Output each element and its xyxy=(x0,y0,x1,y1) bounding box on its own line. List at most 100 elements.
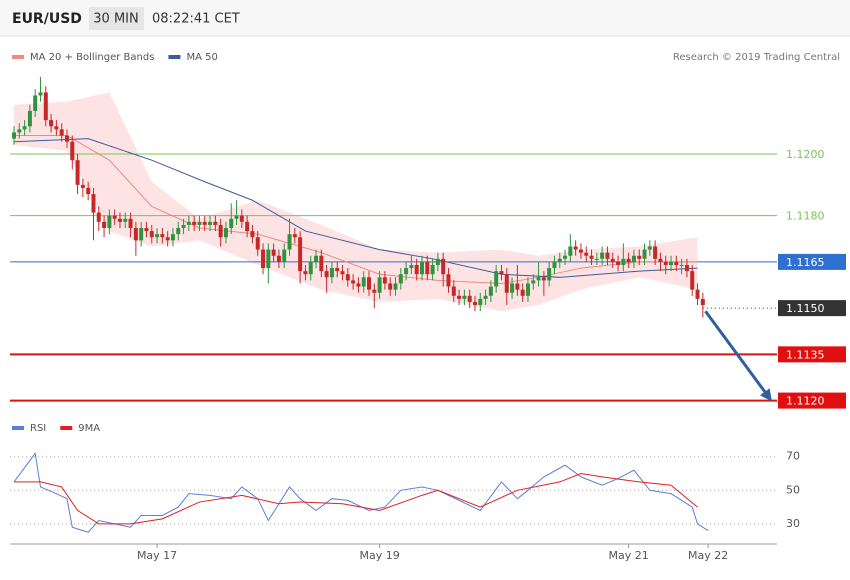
candle-body xyxy=(12,132,16,139)
candle-body xyxy=(250,231,255,238)
candle-body xyxy=(43,92,48,121)
legend-label: MA 20 + Bollinger Bands xyxy=(30,52,154,63)
candle-body xyxy=(600,252,605,259)
ma-line xyxy=(14,135,698,284)
candle-body xyxy=(38,92,43,96)
candle-body xyxy=(695,289,700,299)
candle-body xyxy=(520,289,525,296)
ma-line xyxy=(13,138,698,278)
candle-body xyxy=(102,221,107,228)
legend-swatch xyxy=(168,55,181,59)
indicator-line xyxy=(13,452,709,533)
candle-body xyxy=(192,221,197,225)
candle-body xyxy=(478,298,483,306)
candle-body xyxy=(563,255,568,259)
legend-swatch xyxy=(12,426,24,430)
candle-body xyxy=(218,224,223,238)
candle-body xyxy=(621,258,626,265)
candle-body xyxy=(208,221,213,225)
candle-body xyxy=(133,228,138,241)
candle-body xyxy=(647,246,652,250)
candle-body xyxy=(573,246,578,250)
candle-body xyxy=(59,129,64,136)
candle-body xyxy=(372,289,377,293)
level-label: 1.1200 xyxy=(786,148,825,161)
candle-body xyxy=(515,283,520,290)
candle-body xyxy=(308,261,313,275)
candle-body xyxy=(658,258,663,262)
candle-body xyxy=(91,194,96,213)
level-label: 1.1150 xyxy=(786,302,825,315)
candle-body xyxy=(324,271,329,278)
candle-body xyxy=(303,271,308,275)
candle-body xyxy=(314,255,319,262)
candle-body xyxy=(33,95,38,111)
candle-body xyxy=(472,301,477,306)
candle-body xyxy=(674,261,679,265)
candle-body xyxy=(388,283,393,290)
candle-body xyxy=(181,224,186,228)
x-tick-label: May 19 xyxy=(359,549,399,562)
credit: Research © 2019 Trading Central xyxy=(673,52,840,63)
candle-body xyxy=(123,218,128,222)
candle-body xyxy=(165,237,170,241)
candle-body xyxy=(637,255,642,259)
candle-body xyxy=(75,160,80,185)
candle-body xyxy=(202,221,207,225)
candle-body xyxy=(155,234,160,238)
candle-body xyxy=(610,258,615,262)
candle-body xyxy=(494,271,499,287)
level-label-box xyxy=(778,392,846,409)
candle-body xyxy=(213,221,218,225)
level-label: 1.1180 xyxy=(786,210,825,223)
candle-body xyxy=(107,215,112,228)
timeframe-box xyxy=(89,7,144,30)
candle-body xyxy=(398,274,403,284)
candle-body xyxy=(319,255,324,272)
candle-body xyxy=(578,249,583,253)
candle-body xyxy=(27,110,32,127)
candle-body xyxy=(234,215,239,219)
candle-body xyxy=(112,215,117,219)
candle-body xyxy=(409,264,414,269)
candle-body xyxy=(393,283,398,290)
candle-body xyxy=(589,255,594,259)
candle-body xyxy=(446,274,451,287)
candle-body xyxy=(536,277,541,281)
y-tick-label: 50 xyxy=(786,483,800,496)
candle-body xyxy=(239,215,244,222)
candle-body xyxy=(287,234,292,250)
candle-body xyxy=(96,212,101,222)
candle-body xyxy=(557,258,562,262)
candle-body xyxy=(245,221,250,232)
candle-body xyxy=(86,187,91,195)
candle-body xyxy=(483,295,488,299)
candle-body xyxy=(584,252,589,256)
candle-body xyxy=(329,268,334,278)
candle-body xyxy=(451,286,456,296)
candle-body xyxy=(80,184,85,188)
candle-body xyxy=(54,126,59,130)
candle-body xyxy=(499,271,504,275)
candle-body xyxy=(457,295,462,299)
candle-body xyxy=(631,255,636,262)
candle-body xyxy=(669,261,674,265)
candle-body xyxy=(605,252,610,259)
symbol: EUR/USD xyxy=(12,11,82,27)
candle-body xyxy=(49,120,54,127)
candle-body xyxy=(139,228,144,241)
clock: 08:22:41 CET xyxy=(152,12,240,27)
candle-body xyxy=(435,258,440,265)
candle-body xyxy=(356,283,361,287)
candle-body xyxy=(679,264,684,266)
x-tick-label: May 22 xyxy=(688,549,728,562)
candle-body xyxy=(467,295,472,302)
candle-body xyxy=(663,261,668,265)
candle-body xyxy=(160,234,165,238)
candle-body xyxy=(547,268,552,281)
candle-body xyxy=(361,277,366,287)
candle-body xyxy=(266,249,271,269)
x-tick-label: May 21 xyxy=(609,549,649,562)
candle-body xyxy=(462,295,467,299)
candle-body xyxy=(616,261,621,265)
